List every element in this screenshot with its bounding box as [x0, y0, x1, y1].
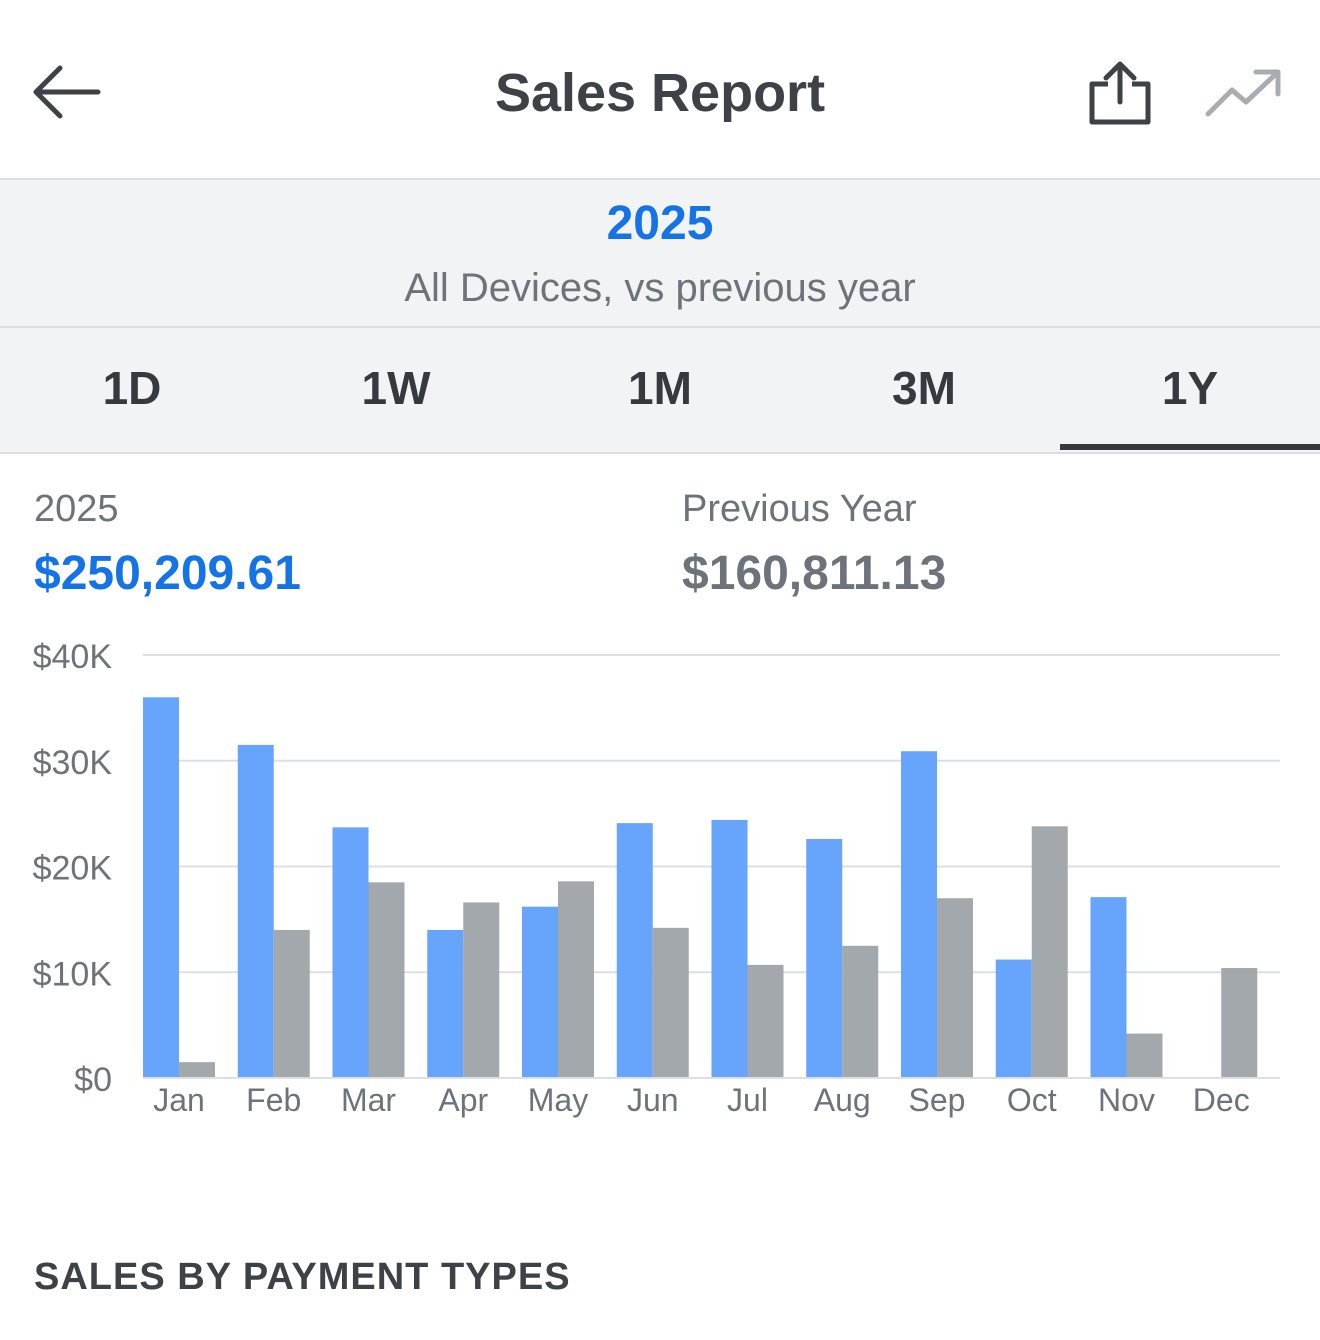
- share-button[interactable]: [1084, 58, 1156, 130]
- x-tick-label: Aug: [814, 1082, 871, 1118]
- bar-previous-oct[interactable]: [1031, 826, 1068, 1078]
- bar-previous-sep[interactable]: [937, 898, 973, 1078]
- bar-current-may[interactable]: [522, 906, 558, 1078]
- payment-types-heading: SALES BY PAYMENT TYPES: [34, 1256, 571, 1298]
- period-year: 2025: [606, 197, 714, 250]
- bar-current-jan[interactable]: [143, 697, 179, 1078]
- y-tick-label: $20K: [33, 850, 113, 888]
- x-tick-label: May: [528, 1082, 588, 1118]
- bar-previous-jul[interactable]: [747, 964, 784, 1078]
- trend-button[interactable]: [1200, 60, 1286, 124]
- bar-current-apr[interactable]: [427, 929, 464, 1078]
- y-tick-label: $40K: [33, 638, 113, 676]
- bar-current-jun[interactable]: [616, 823, 653, 1078]
- tab-1y[interactable]: 1Y: [1060, 328, 1320, 450]
- bar-previous-nov[interactable]: [1126, 1033, 1163, 1078]
- tab-1w[interactable]: 1W: [361, 362, 431, 414]
- bar-current-oct[interactable]: [995, 959, 1032, 1078]
- trending-up-icon: [1205, 69, 1281, 117]
- bar-current-nov[interactable]: [1090, 897, 1127, 1078]
- x-tick-label: Jan: [153, 1082, 205, 1118]
- x-tick-label: Dec: [1193, 1082, 1250, 1118]
- bar-previous-feb[interactable]: [273, 929, 310, 1078]
- bar-current-jul[interactable]: [711, 819, 748, 1078]
- current-period-label: 2025: [34, 488, 119, 530]
- period-subtitle: All Devices, vs previous year: [404, 266, 916, 310]
- bar-previous-apr[interactable]: [463, 902, 500, 1078]
- x-tick-label: Apr: [438, 1082, 488, 1118]
- bar-previous-aug[interactable]: [842, 945, 879, 1078]
- bar-previous-mar[interactable]: [368, 882, 405, 1078]
- x-tick-label: Nov: [1098, 1082, 1155, 1118]
- range-tabs: 1D 1W 1M 3M 1Y: [0, 328, 1320, 454]
- y-tick-label: $10K: [33, 955, 113, 993]
- sales-bar-chart: $0 $10K $20K $30K $40K Jan Feb Mar Apr May Jun Jul A…: [33, 638, 1280, 1118]
- bar-current-sep[interactable]: [901, 751, 937, 1078]
- x-tick-label: Jun: [627, 1082, 679, 1118]
- x-tick-label: Jul: [727, 1082, 768, 1118]
- y-tick-label: $30K: [33, 744, 113, 782]
- tab-1m[interactable]: 1M: [628, 362, 692, 414]
- x-tick-label: Oct: [1007, 1082, 1057, 1118]
- back-button[interactable]: [28, 60, 104, 124]
- x-tick-label: Feb: [246, 1082, 301, 1118]
- period-selector[interactable]: 2025 All Devices, vs previous year: [0, 180, 1320, 328]
- bar-current-feb[interactable]: [237, 744, 274, 1078]
- current-period-total: $250,209.61: [34, 547, 301, 600]
- x-tick-label: Mar: [341, 1082, 396, 1118]
- previous-period-label: Previous Year: [682, 488, 917, 530]
- bar-current-mar[interactable]: [332, 827, 369, 1078]
- previous-period-total: $160,811.13: [682, 547, 947, 600]
- tab-1d[interactable]: 1D: [102, 362, 162, 414]
- bar-previous-dec[interactable]: [1221, 968, 1258, 1078]
- arrow-left-icon: [33, 65, 101, 119]
- bar-previous-jun[interactable]: [652, 927, 689, 1078]
- bar-previous-jan[interactable]: [179, 1062, 215, 1078]
- top-bar: Sales Report: [0, 0, 1320, 180]
- x-tick-label: Sep: [909, 1082, 966, 1118]
- y-tick-label: $0: [74, 1061, 112, 1099]
- share-icon: [1089, 61, 1151, 125]
- bar-previous-may[interactable]: [558, 881, 594, 1078]
- page-title: Sales Report: [494, 63, 826, 123]
- tab-3m[interactable]: 3M: [892, 362, 956, 414]
- bar-current-aug[interactable]: [806, 839, 843, 1078]
